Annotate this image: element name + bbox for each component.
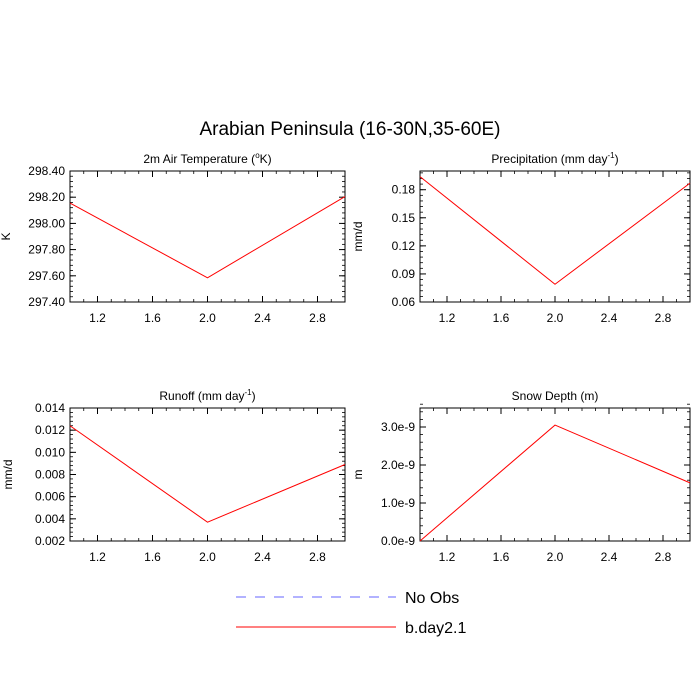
y-tick-label: 1.0e-9: [381, 496, 415, 510]
y-axis-label: m: [351, 470, 365, 480]
y-tick-label: 297.60: [28, 269, 65, 283]
series-line-b-day2-1: [419, 424, 691, 542]
series-line-b-day2-1: [69, 196, 346, 279]
x-tick-label: 2.4: [254, 550, 271, 564]
y-tick-label: 0.15: [392, 211, 416, 225]
panel-title-sup: -1: [245, 388, 253, 397]
x-tick-label: 1.6: [493, 311, 510, 325]
x-tick-label: 2.8: [655, 550, 672, 564]
figure-title: Arabian Peninsula (16-30N,35-60E): [199, 119, 500, 140]
y-tick-label: 298.00: [28, 216, 65, 230]
panel-title: Precipitation (mm day-1): [491, 151, 618, 166]
panel-title-text: 2m Air Temperature (: [143, 152, 255, 166]
plot-frame: [419, 170, 691, 303]
panel-3: Runoff (mm day-1) mm/d 1.2 1.6 2.0 2.4 2.8 0.00…: [1, 388, 346, 564]
y-tick-label: 0.18: [392, 183, 416, 197]
x-tick-label: 2.0: [199, 550, 216, 564]
x-tick-label: 2.0: [199, 311, 216, 325]
panels: 2m Air Temperature (oK) K 1.2 1.6 2.0 2.4 2.8 2…: [0, 151, 691, 564]
x-tick-label: 1.2: [439, 311, 456, 325]
panel-1: 2m Air Temperature (oK) K 1.2 1.6 2.0 2.4 2.8 2…: [0, 151, 346, 325]
panel-title-text: Precipitation (mm day: [491, 152, 607, 166]
x-tick-label: 2.8: [655, 311, 672, 325]
panel-title-tail: ): [252, 389, 256, 403]
series-line-b-day2-1: [419, 176, 691, 285]
x-tick-label: 2.4: [601, 550, 618, 564]
legend-label: No Obs: [405, 590, 459, 607]
x-tick-label: 1.2: [89, 311, 106, 325]
x-tick-label: 1.2: [89, 550, 106, 564]
y-tick-label: 0.09: [392, 267, 416, 281]
y-tick-label: 0.0e-9: [381, 534, 415, 548]
x-tick-label: 1.2: [439, 550, 456, 564]
x-tick-label: 2.0: [547, 311, 564, 325]
x-tick-label: 2.8: [309, 550, 326, 564]
y-tick-label: 298.40: [28, 164, 65, 178]
plot-frame: [419, 407, 691, 542]
y-tick-label: 297.80: [28, 243, 65, 257]
panel-title-tail: ): [615, 152, 619, 166]
y-axis-label: mm/d: [1, 460, 15, 490]
x-tick-label: 2.0: [547, 550, 564, 564]
y-tick-label: 3.0e-9: [381, 420, 415, 434]
y-tick-label: 0.004: [35, 512, 65, 526]
panel-title: 2m Air Temperature (oK): [143, 151, 271, 166]
y-tick-label: 0.010: [35, 445, 65, 459]
y-tick-label: 2.0e-9: [381, 458, 415, 472]
y-tick-label: 0.002: [35, 534, 65, 548]
y-tick-label: 0.014: [35, 401, 65, 415]
x-tick-label: 2.8: [309, 311, 326, 325]
panel-title-sup: -1: [607, 151, 615, 160]
y-tick-label: 297.40: [28, 295, 65, 309]
x-tick-label: 2.4: [601, 311, 618, 325]
y-tick-label: 0.12: [392, 239, 416, 253]
y-axis-label: K: [0, 232, 13, 240]
legend: No Obs b.day2.1: [236, 590, 466, 637]
panel-title: Runoff (mm day-1): [159, 388, 255, 403]
legend-entry-1: No Obs: [236, 590, 459, 607]
panel-title: Snow Depth (m): [512, 389, 599, 403]
series-line-b-day2-1: [69, 425, 346, 523]
plot-frame: [69, 170, 346, 303]
panel-title-text: Snow Depth (m): [512, 389, 599, 403]
panel-title-sup: o: [255, 151, 260, 160]
y-tick-label: 0.012: [35, 423, 65, 437]
panel-title-tail: K): [260, 152, 272, 166]
panel-2: Precipitation (mm day-1) mm/d 1.2 1.6 2.0 2.4…: [351, 151, 691, 325]
y-tick-label: 0.006: [35, 490, 65, 504]
legend-label: b.day2.1: [405, 620, 466, 637]
legend-entry-2: b.day2.1: [236, 620, 466, 637]
panel-title-text: Runoff (mm day: [159, 389, 244, 403]
y-tick-label: 298.20: [28, 190, 65, 204]
y-axis-label: mm/d: [351, 222, 365, 252]
x-tick-label: 1.6: [493, 550, 510, 564]
x-tick-label: 1.6: [144, 311, 161, 325]
plot-frame: [69, 407, 346, 542]
x-tick-label: 1.6: [144, 550, 161, 564]
y-tick-label: 0.008: [35, 468, 65, 482]
panel-4: Snow Depth (m) m 1.2 1.6 2.0 2.4 2.8 0.0e-9 1.0e…: [351, 389, 691, 564]
y-tick-label: 0.06: [392, 295, 416, 309]
x-tick-label: 2.4: [254, 311, 271, 325]
